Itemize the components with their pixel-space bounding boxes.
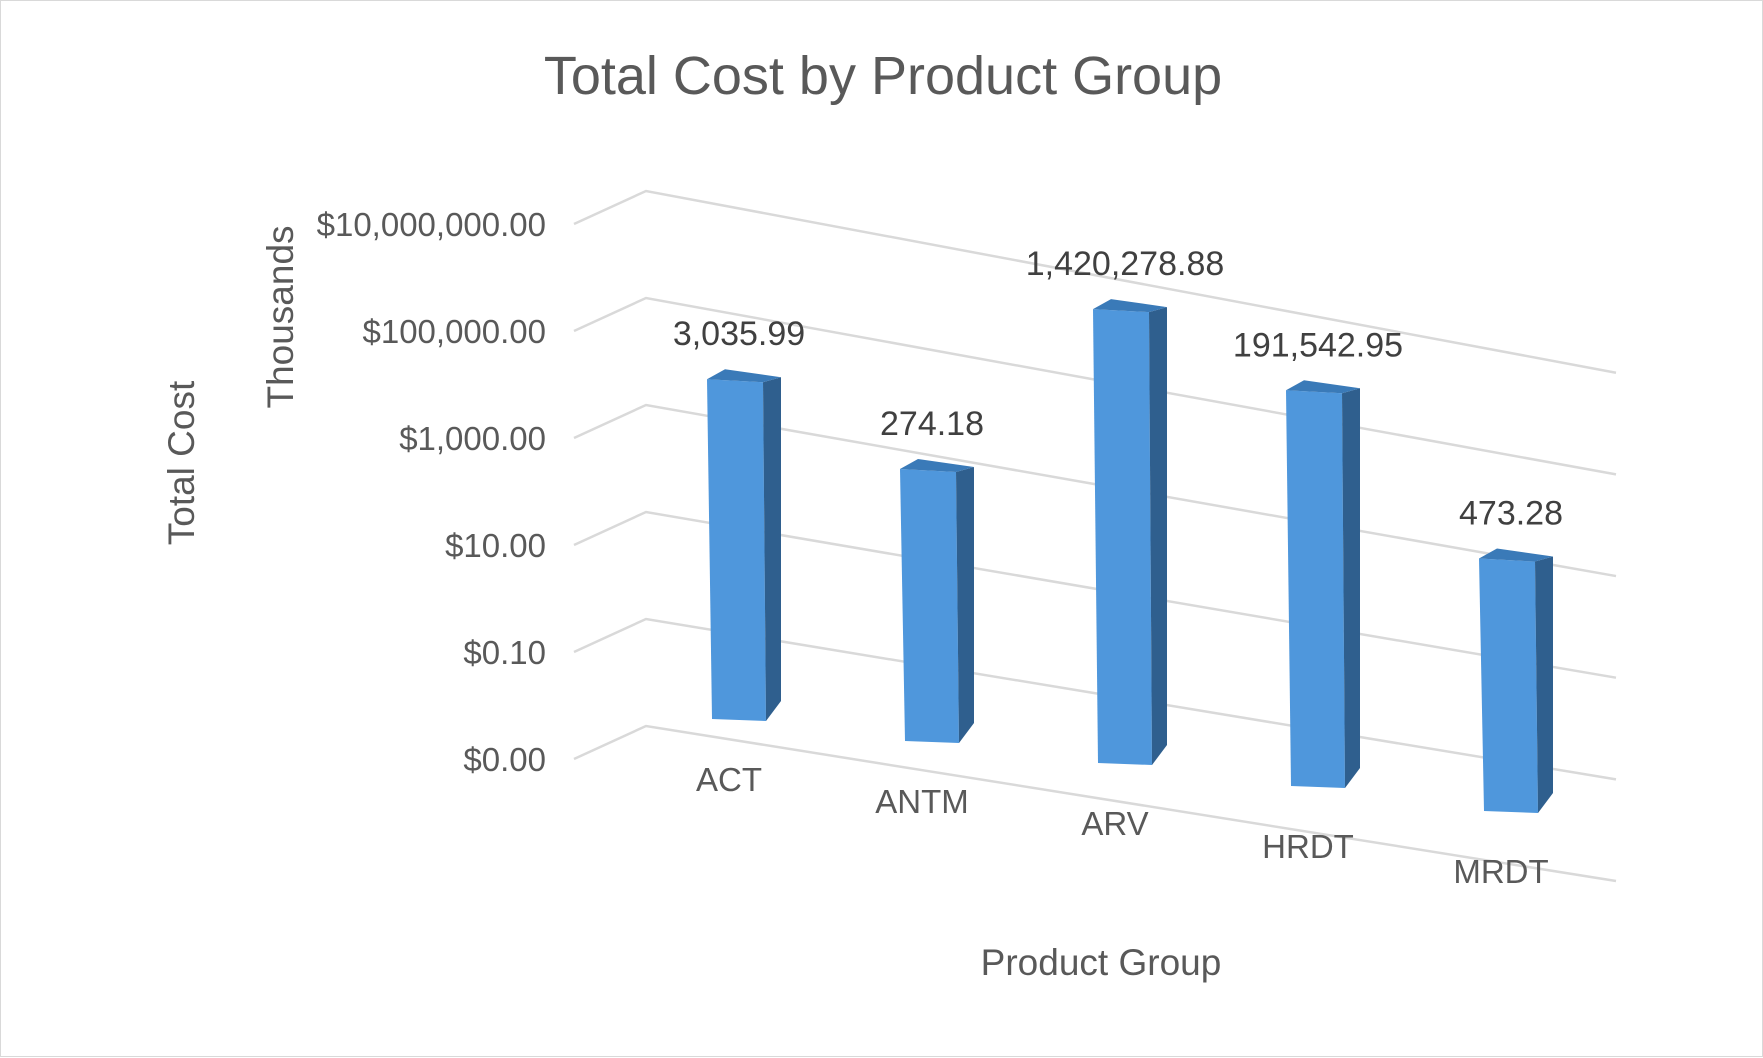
bar-act	[707, 379, 766, 721]
bar-side-act	[763, 377, 781, 721]
data-label: 473.28	[1459, 495, 1563, 533]
chart-title: Total Cost by Product Group	[544, 46, 1222, 106]
y-tick-label: $10.00	[445, 527, 546, 564]
bar-top-hrdt	[1286, 380, 1360, 394]
bars	[707, 299, 1553, 813]
bar-side-hrdt	[1342, 388, 1360, 788]
x-axis-title: Product Group	[981, 942, 1222, 983]
bar-side-antm	[956, 466, 974, 743]
gridline	[573, 724, 1617, 883]
bar-top-antm	[900, 458, 974, 472]
bar-side-mrdt	[1535, 556, 1553, 813]
data-label: 1,420,278.88	[1026, 245, 1225, 283]
bar-side-arv	[1149, 307, 1167, 765]
bar-antm	[900, 468, 959, 743]
bar-arv	[1093, 309, 1152, 765]
gridlines	[573, 189, 1617, 883]
bar-hrdt	[1286, 390, 1345, 788]
y-axis-title: Total Cost	[161, 380, 202, 545]
data-label: 274.18	[880, 405, 984, 443]
y-axis-ticks: $10,000,000.00 $100,000.00 $1,000.00 $10.00…	[317, 206, 546, 778]
data-label: 3,035.99	[673, 315, 805, 353]
data-labels: 3,035.99 274.18 1,420,278.88 191,542.95 473.…	[673, 245, 1563, 532]
bar-top-arv	[1093, 299, 1167, 313]
y-axis-display-units: Thousands	[260, 225, 301, 408]
bar-top-mrdt	[1479, 548, 1553, 562]
x-tick-label: ACT	[696, 761, 762, 798]
x-axis-categories: ACT ANTM ARV HRDT MRDT	[696, 761, 1549, 890]
x-tick-label: ANTM	[875, 783, 969, 820]
y-tick-label: $1,000.00	[399, 420, 546, 457]
bar-mrdt	[1479, 558, 1538, 813]
x-tick-label: MRDT	[1453, 853, 1548, 890]
y-tick-label: $10,000,000.00	[317, 206, 546, 243]
x-tick-label: ARV	[1081, 805, 1148, 842]
y-tick-label: $0.10	[463, 634, 546, 671]
y-tick-label: $100,000.00	[362, 313, 546, 350]
y-tick-label: $0.00	[463, 741, 546, 778]
gridline	[573, 189, 1617, 374]
data-label: 191,542.95	[1233, 326, 1403, 364]
x-tick-label: HRDT	[1262, 828, 1354, 865]
bar-top-act	[707, 369, 781, 383]
